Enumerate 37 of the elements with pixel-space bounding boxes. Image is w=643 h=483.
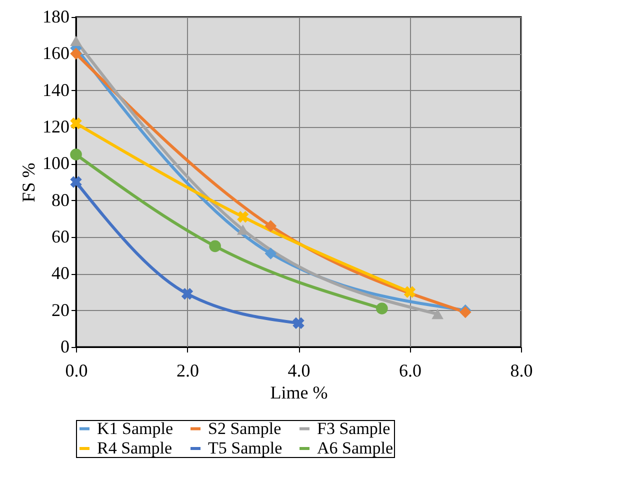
point <box>181 288 194 300</box>
y-tick-label: 100 <box>42 153 70 174</box>
y-tick-label: 140 <box>42 80 70 100</box>
point <box>70 48 82 60</box>
x-tick-label: 0.0 <box>65 360 88 380</box>
y-tick-label: 0 <box>60 336 70 356</box>
point <box>404 286 416 298</box>
point <box>70 36 82 46</box>
point <box>70 117 82 130</box>
legend-label: A6 Sample <box>317 438 394 458</box>
x-tick-label: 4.0 <box>288 360 310 380</box>
point <box>264 248 277 260</box>
y-tick-label: 180 <box>42 6 70 26</box>
point <box>376 302 388 314</box>
point <box>264 220 277 232</box>
legend-label: K1 Sample <box>97 418 174 438</box>
y-tick-label: 120 <box>42 116 70 136</box>
x-tick-label: 2.0 <box>176 360 199 380</box>
point <box>292 317 304 330</box>
x-tick-label: 6.0 <box>399 360 422 380</box>
point <box>237 210 249 223</box>
point <box>432 308 444 320</box>
y-tick-label: 80 <box>52 190 70 210</box>
point <box>209 240 221 252</box>
legend-label: T5 Sample <box>208 438 282 458</box>
y-tick-label: 40 <box>52 263 70 284</box>
x-axis-title: Lime % <box>270 382 328 402</box>
x-tick-label: 8.0 <box>510 360 533 380</box>
y-axis-title: FS % <box>18 162 38 202</box>
legend-label: R4 Sample <box>97 438 172 458</box>
point <box>70 176 82 188</box>
y-tick-label: 20 <box>52 300 70 320</box>
legend-label: F3 Sample <box>317 418 390 438</box>
legend-label: S2 Sample <box>208 418 282 438</box>
y-tick-label: 60 <box>52 226 70 246</box>
point <box>70 148 82 160</box>
y-tick-label: 160 <box>42 43 70 64</box>
